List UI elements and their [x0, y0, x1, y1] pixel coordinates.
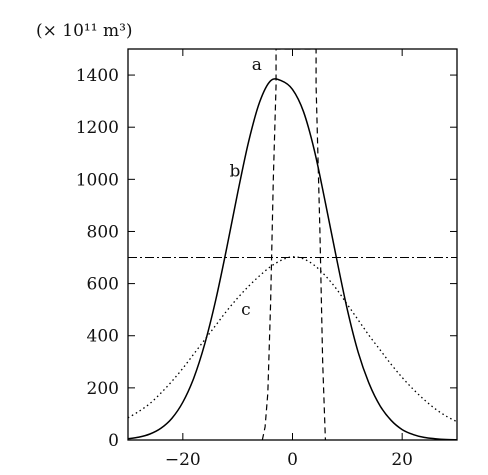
plot-frame	[127, 48, 458, 441]
y-tick-label: 1400	[76, 66, 119, 86]
y-tick-label: 800	[87, 222, 119, 242]
y-unit-label: (× 10¹¹ m³)	[36, 21, 133, 41]
series-c-line	[128, 256, 457, 423]
x-tick-label: −20	[165, 450, 201, 470]
y-tick-label: 1200	[76, 118, 119, 138]
x-tick-label: 0	[287, 450, 298, 470]
series-a-line	[261, 49, 326, 440]
curve-annotations: a b c	[229, 55, 261, 320]
y-tick-label: 1000	[76, 170, 119, 190]
plot-area	[128, 49, 457, 440]
y-tick-label: 600	[87, 275, 119, 295]
y-tick-label: 400	[87, 327, 119, 347]
curve-label-c: c	[241, 300, 251, 320]
x-tick-label: 20	[391, 450, 413, 470]
y-tick-label: 0	[108, 431, 119, 451]
series-b-line	[128, 78, 457, 440]
curve-label-a: a	[252, 55, 262, 75]
curve-label-b: b	[229, 162, 240, 182]
y-tick-label: 200	[87, 379, 119, 399]
